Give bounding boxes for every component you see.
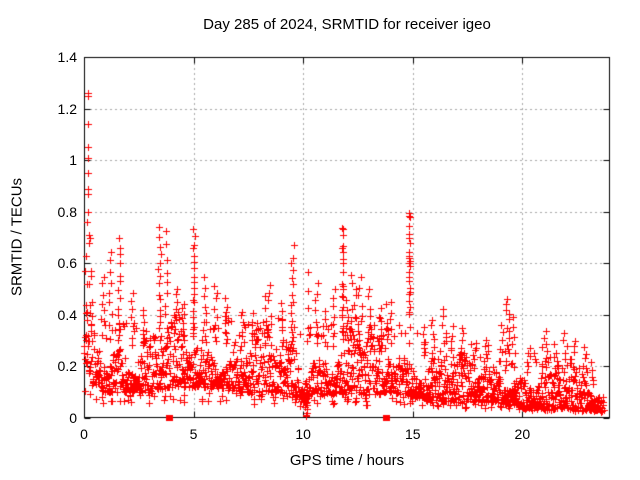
y-tick-label: 0 xyxy=(69,410,77,426)
x-tick-label: 20 xyxy=(514,426,531,442)
chart-title: Day 285 of 2024, SRMTID for receiver ige… xyxy=(203,16,491,33)
y-tick-label: 1.4 xyxy=(57,49,77,65)
y-tick-label: 0.6 xyxy=(57,255,77,272)
y-tick-label: 0.4 xyxy=(57,306,77,323)
x-tick-label: 0 xyxy=(80,426,88,442)
y-tick-label: 1 xyxy=(69,152,77,169)
x-tick-label: 15 xyxy=(404,426,421,442)
y-axis-title: SRMTID / TECUs xyxy=(8,177,26,297)
x-tick-label: 10 xyxy=(295,426,311,442)
x-tick-label: 5 xyxy=(189,426,198,442)
y-tick-label: 1.2 xyxy=(57,100,77,117)
y-tick-label: 0.8 xyxy=(57,203,77,220)
y-tick-label: 0.2 xyxy=(57,358,77,375)
x-axis-title: GPS time / hours xyxy=(289,452,405,469)
